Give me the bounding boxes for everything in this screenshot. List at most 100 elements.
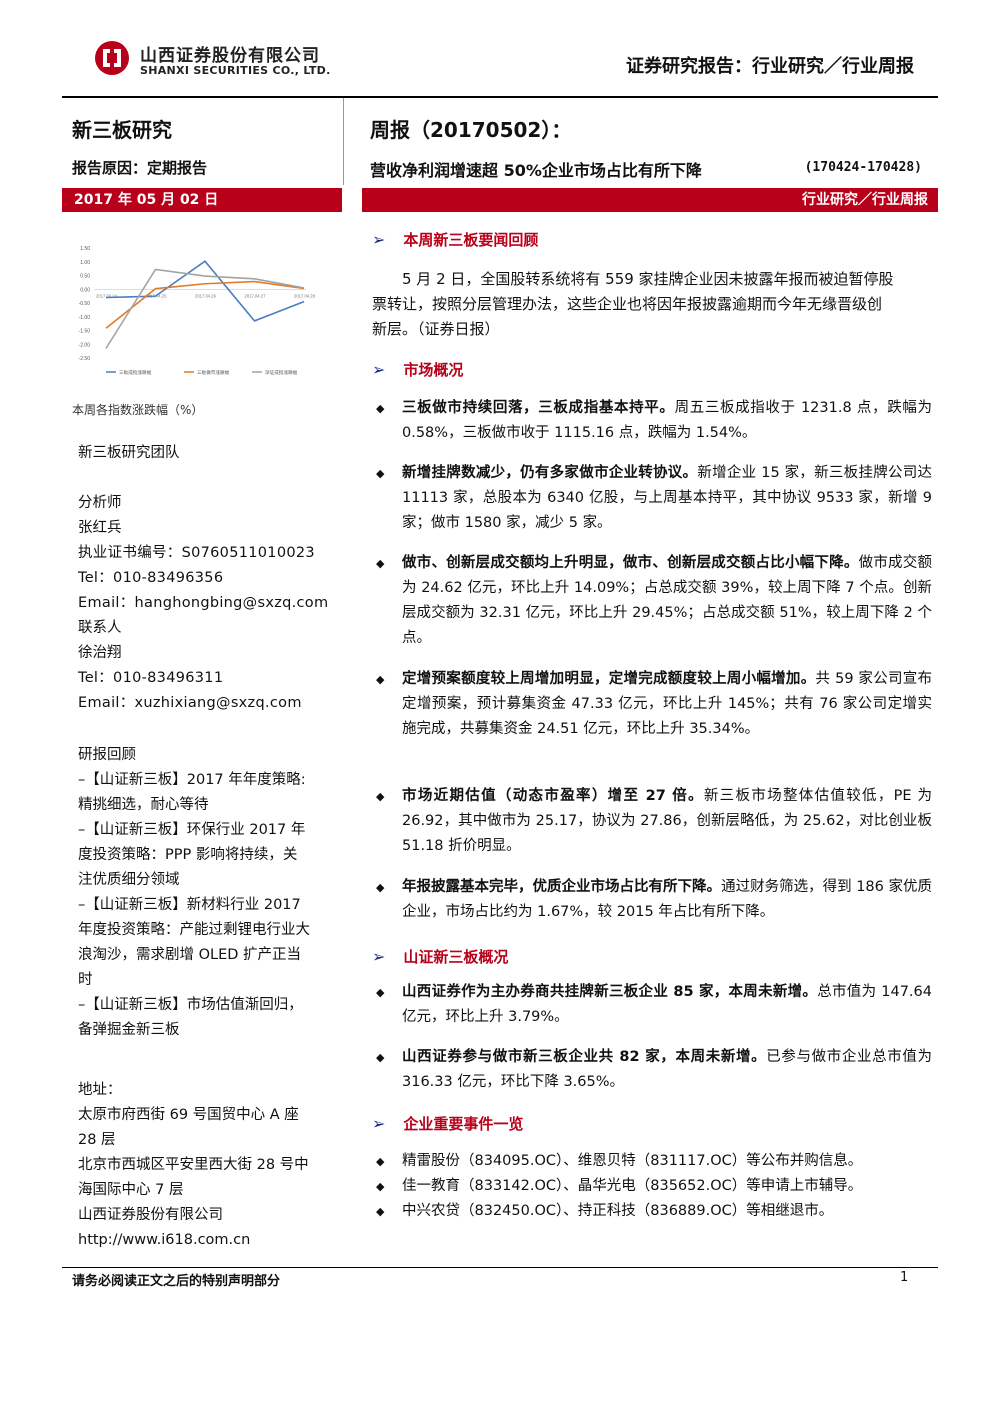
bullet-bold: 年报披露基本完毕，优质企业市场占比有所下降。 bbox=[402, 879, 722, 895]
bullet-diamond-icon: ◆ bbox=[376, 1205, 385, 1218]
series-line bbox=[105, 260, 305, 322]
x-tick-label: 2017.04.24 bbox=[96, 293, 118, 298]
news-line: 新层。（证券日报） bbox=[372, 320, 500, 338]
event-text: 精雷股份（834095.OC）、维恩贝特（831117.OC）等公布并购信息。 bbox=[402, 1153, 863, 1169]
bullet-diamond-icon: ◆ bbox=[376, 1155, 385, 1168]
review-item[interactable]: –【山证新三板】市场估值渐回归， 备弹掘金新三板 bbox=[78, 997, 303, 1038]
footer-rule bbox=[62, 1267, 938, 1268]
bullet-bold: 山西证券参与做市新三板企业共 82 家，本周未新增。 bbox=[402, 1049, 767, 1065]
review-list: –【山证新三板】2017 年年度策略: 精挑细选，耐心等待 –【山证新三板】环保行业… bbox=[78, 768, 340, 1043]
address-line: 山西证券股份有限公司 bbox=[78, 1207, 223, 1223]
bullet-diamond-icon: ◆ bbox=[376, 881, 385, 894]
section-sxzq: ➢ 山证新三板概况 bbox=[372, 947, 509, 966]
section-events: ➢ 企业重要事件一览 bbox=[372, 1114, 524, 1133]
address-line: 28 层 bbox=[78, 1132, 116, 1148]
contact-name: 徐治翔 bbox=[78, 645, 122, 661]
y-tick-label: 0.00 bbox=[80, 287, 90, 293]
legend-label: 三板成指涨跌幅 bbox=[119, 369, 152, 376]
bullet-diamond-icon: ◆ bbox=[376, 467, 385, 480]
bullet-diamond-icon: ◆ bbox=[376, 1051, 385, 1064]
footer-disclaimer: 请务必阅读正文之后的特别声明部分 bbox=[72, 1274, 281, 1289]
company-name-en: SHANXI SECURITIES CO., LTD. bbox=[140, 64, 331, 77]
y-tick-label: 0.50 bbox=[80, 274, 90, 280]
page-number: 1 bbox=[900, 1270, 909, 1285]
column-title: 新三板研究 bbox=[72, 118, 172, 142]
section-arrow-icon: ➢ bbox=[372, 1114, 386, 1133]
legend-label: 三板做市涨跌幅 bbox=[197, 369, 230, 376]
bullet-bold: 做市、创新层成交额均上升明显，做市、创新层成交额占比小幅下降。 bbox=[402, 555, 859, 571]
x-tick-label: 2017.04.28 bbox=[294, 293, 316, 298]
event-text: 中兴农贷（832450.OC）、持正科技（836889.OC）等相继退市。 bbox=[402, 1203, 834, 1219]
address-block: 太原市府西街 69 号国贸中心 A 座 28 层北京市西城区平安里西大街 28 号… bbox=[78, 1103, 348, 1253]
y-tick-label: 1.50 bbox=[80, 246, 90, 252]
address-label: 地址： bbox=[78, 1082, 122, 1098]
bullet-bold: 定增预案额度较上周增加明显，定增完成额度较上周小幅增加。 bbox=[402, 671, 816, 687]
address-line: 太原市府西街 69 号国贸中心 A 座 bbox=[78, 1107, 299, 1123]
section-market: ➢ 市场概况 bbox=[372, 360, 464, 379]
bullet-diamond-icon: ◆ bbox=[376, 673, 385, 686]
y-tick-label: -2.50 bbox=[79, 356, 91, 362]
analyst-label: 分析师 bbox=[78, 495, 122, 511]
review-item[interactable]: –【山证新三板】新材料行业 2017 年度投资策略：产能过剩锂电行业大 浪淘沙，需求… bbox=[78, 897, 310, 988]
section-arrow-icon: ➢ bbox=[372, 360, 386, 379]
bullet-bold: 三板做市持续回落，三板成指基本持平。 bbox=[402, 400, 675, 416]
event-text: 佳一教育（833142.OC）、晶华光电（835652.OC）等申请上市辅导。 bbox=[402, 1178, 863, 1194]
review-label: 研报回顾 bbox=[78, 747, 136, 763]
header-divider bbox=[343, 98, 344, 185]
news-paragraph: 5 月 2 日，全国股转系统将有 559 家挂牌企业因未披露年报而被迫暂停股票转… bbox=[372, 267, 932, 342]
event-item: ◆ 中兴农贷（832450.OC）、持正科技（836889.OC）等相继退市。 bbox=[376, 1199, 932, 1224]
analyst-name: 张红兵 bbox=[78, 520, 122, 536]
bullet-item: ◆ 定增预案额度较上周增加明显，定增完成额度较上周小幅增加。共 59 家公司宣布定… bbox=[376, 667, 933, 742]
analyst-tel: Tel：010-83496356 bbox=[78, 570, 224, 586]
header-rule bbox=[62, 96, 938, 98]
address-line: 北京市西城区平安里西大街 28 号中 bbox=[78, 1157, 309, 1173]
bullet-text: 新增企业 15 家，新三板挂牌公司达 11113 家，总股本为 6340 亿股，… bbox=[402, 465, 933, 531]
report-type: 证券研究报告：行业研究／行业周报 bbox=[626, 56, 914, 77]
bullet-text: 已参与做市企业总市值为 316.33 亿元，环比下降 3.65%。 bbox=[402, 1049, 933, 1090]
bullet-item: ◆ 年报披露基本完毕，优质企业市场占比有所下降。通过财务筛选，得到 186 家优质… bbox=[376, 875, 932, 925]
report-reason: 报告原因：定期报告 bbox=[72, 159, 208, 177]
section-arrow-icon: ➢ bbox=[372, 947, 386, 966]
review-item[interactable]: –【山证新三板】环保行业 2017 年度投资策略：PPP 影响将持续，关 注优质细… bbox=[78, 822, 306, 888]
company-name-cn: 山西证券股份有限公司 bbox=[140, 46, 320, 66]
chart-caption: 本周各指数涨跌幅（%） bbox=[72, 403, 204, 417]
bullet-item: ◆ 山西证券作为主办券商共挂牌新三板企业 85 家，本周未新增。总市值为 147.… bbox=[376, 980, 932, 1030]
event-item: ◆ 佳一教育（833142.OC）、晶华光电（835652.OC）等申请上市辅导。 bbox=[376, 1174, 932, 1199]
contact-tel: Tel：010-83496311 bbox=[78, 670, 224, 686]
news-line: 票转让，按照分层管理办法，这些企业也将因年报披露逾期而今年无缘晋级创 bbox=[372, 295, 883, 313]
bullet-item: ◆ 三板做市持续回落，三板成指基本持平。周五三板成指收于 1231.8 点，跌幅为… bbox=[376, 396, 933, 446]
bullet-diamond-icon: ◆ bbox=[376, 1180, 385, 1193]
company-logo-icon bbox=[95, 41, 129, 75]
section-news: ➢ 本周新三板要闻回顾 bbox=[372, 230, 539, 249]
bullet-diamond-icon: ◆ bbox=[376, 986, 385, 999]
review-item[interactable]: –【山证新三板】2017 年年度策略: 精挑细选，耐心等待 bbox=[78, 772, 306, 813]
contact-label: 联系人 bbox=[78, 620, 122, 636]
event-item: ◆ 精雷股份（834095.OC）、维恩贝特（831117.OC）等公布并购信息。 bbox=[376, 1149, 932, 1174]
bullet-item: ◆ 山西证券参与做市新三板企业共 82 家，本周未新增。已参与做市企业总市值为 3… bbox=[376, 1045, 933, 1095]
index-change-chart: 1.50 1.00 0.50 0.00 -0.50 -1.00 -1.50 -2.00 -2.5… bbox=[79, 246, 316, 376]
bullet-text: 共 59 家公司宣布定增预案，预计募集资金 47.33 亿元，环比上升 145%… bbox=[402, 671, 933, 737]
news-line: 5 月 2 日，全国股转系统将有 559 家挂牌企业因未披露年报而被迫暂停股 bbox=[402, 270, 894, 288]
bullet-diamond-icon: ◆ bbox=[376, 402, 385, 415]
bullet-text: 总市值为 147.64 亿元，环比上升 3.79%。 bbox=[402, 984, 932, 1025]
y-tick-label: -0.50 bbox=[79, 301, 91, 307]
series-line bbox=[105, 280, 305, 329]
bullet-item: ◆ 做市、创新层成交额均上升明显，做市、创新层成交额占比小幅下降。做市成交额为 2… bbox=[376, 551, 932, 651]
analyst-email[interactable]: Email：hanghongbing@sxzq.com bbox=[78, 595, 329, 611]
bullet-diamond-icon: ◆ bbox=[376, 557, 385, 570]
contact-email[interactable]: Email：xuzhixiang@sxzq.com bbox=[78, 695, 302, 711]
bullet-bold: 新增挂牌数减少，仍有多家做市企业转协议。 bbox=[402, 465, 698, 481]
y-tick-label: 1.00 bbox=[80, 260, 90, 266]
legend-label: 深证成指涨跌幅 bbox=[265, 369, 298, 376]
section-arrow-icon: ➢ bbox=[372, 230, 386, 249]
series-line bbox=[105, 268, 305, 349]
bullet-text: 周五三板成指收于 1231.8 点，跌幅为 0.58%，三板做市收于 1115.… bbox=[402, 400, 933, 441]
bullet-diamond-icon: ◆ bbox=[376, 790, 385, 803]
week-title: 周报（20170502）： bbox=[370, 118, 572, 142]
bullet-text: 新三板市场整体估值较低，PE 为 26.92，其中做市为 25.17，协议为 2… bbox=[402, 788, 933, 854]
headline: 营收净利润增速超 50%企业市场占比有所下降 bbox=[370, 161, 702, 180]
x-tick-label: 2017.04.26 bbox=[195, 293, 217, 298]
date-range: (170424-170428) bbox=[804, 160, 922, 175]
team-title: 新三板研究团队 bbox=[78, 445, 180, 461]
date-bar: 2017 年 05 月 02 日 bbox=[62, 188, 342, 212]
